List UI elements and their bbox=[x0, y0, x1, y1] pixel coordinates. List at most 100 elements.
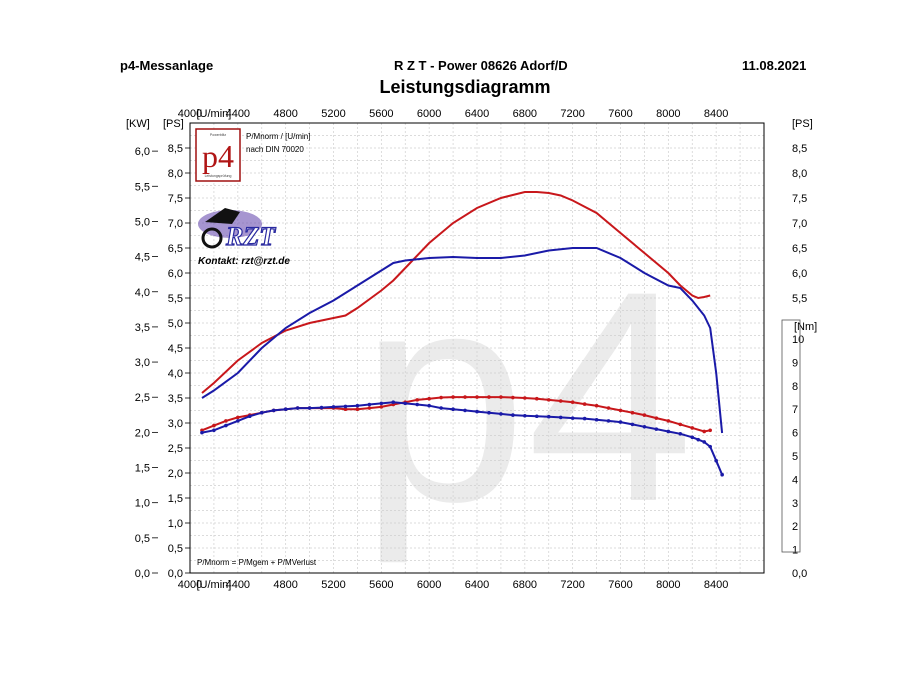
grid bbox=[189, 122, 765, 574]
torque-point bbox=[463, 408, 467, 413]
torque-point bbox=[236, 415, 240, 420]
p4-logo-text: p4 bbox=[202, 138, 234, 174]
torque-point bbox=[702, 440, 707, 444]
contact-text: Kontakt: rzt@rzt.de bbox=[198, 256, 290, 267]
p4-logo: Powerblitz p4 Leistungsprüfung bbox=[195, 128, 241, 182]
header-left: p4-Messanlage bbox=[120, 58, 214, 73]
torque-point bbox=[654, 416, 659, 420]
right-nm-tick-label: 7 bbox=[792, 404, 798, 416]
p4-logo-bottom: Leistungsprüfung bbox=[205, 174, 232, 178]
torque-point bbox=[475, 395, 479, 399]
right-nm-tick-label: 9 bbox=[792, 357, 798, 369]
torque-point bbox=[331, 405, 336, 409]
torque-point bbox=[666, 429, 671, 434]
torque-point bbox=[343, 407, 348, 412]
kw-axis-label: [KW] bbox=[126, 118, 150, 130]
torque-axis-box bbox=[781, 319, 801, 553]
x-tick-label-top: 6400 bbox=[465, 108, 489, 120]
right-ps-tick-label: 6,0 bbox=[792, 268, 807, 280]
torque-point bbox=[594, 417, 599, 422]
x-tick-label-bottom: 6000 bbox=[417, 579, 441, 591]
watermark-text: p4 bbox=[360, 228, 694, 566]
torque-point bbox=[499, 395, 503, 399]
torque-point bbox=[271, 408, 276, 413]
kw-tick-label: 5,0 bbox=[135, 216, 150, 228]
torque-point bbox=[212, 428, 216, 433]
x-tick-label-bottom: 7200 bbox=[560, 579, 584, 591]
torque-point bbox=[391, 400, 396, 405]
torque-point bbox=[200, 430, 204, 435]
ps-tick-label: 5,0 bbox=[168, 318, 183, 330]
torque-point bbox=[259, 410, 264, 415]
kw-tick-label: 6,0 bbox=[135, 146, 150, 158]
kw-tick-label: 2,0 bbox=[135, 427, 150, 439]
x-tick-label-top: 6800 bbox=[513, 108, 537, 120]
rzt-text: RZT bbox=[225, 222, 276, 251]
torque-point bbox=[487, 395, 491, 399]
ps-tick-label: 2,0 bbox=[168, 468, 183, 480]
kw-tick-label: 0,5 bbox=[135, 533, 150, 545]
right-ps-tick-label: 6,5 bbox=[792, 243, 807, 255]
torque-point bbox=[720, 472, 724, 477]
x-tick-label-top: 4000 bbox=[178, 108, 202, 120]
chart-title: Leistungsdiagramm bbox=[379, 77, 551, 97]
right-ps-tick-label: 8,5 bbox=[792, 143, 807, 155]
torque-point bbox=[582, 416, 587, 421]
note-line2: nach DIN 70020 bbox=[246, 145, 304, 154]
ps-tick-label: 1,5 bbox=[168, 493, 183, 505]
x-tick-label-top: 7600 bbox=[608, 108, 632, 120]
axes: 4000400044004400480048005200520056005600… bbox=[126, 108, 817, 591]
x-tick-label-top: 5600 bbox=[369, 108, 393, 120]
x-tick-label-bottom: 7600 bbox=[608, 579, 632, 591]
ps-tick-label: 2,5 bbox=[168, 443, 183, 455]
torque-point bbox=[511, 395, 515, 400]
torque-point bbox=[355, 407, 360, 412]
torque-point bbox=[499, 412, 503, 416]
ps-tick-label: 3,0 bbox=[168, 418, 183, 430]
torque-point bbox=[558, 415, 563, 420]
torque-point bbox=[427, 396, 431, 401]
torque-point bbox=[415, 398, 420, 402]
x-axis-unit-bottom: [U/min] bbox=[196, 579, 231, 591]
torque-point bbox=[606, 406, 611, 410]
ps-tick-label: 4,0 bbox=[168, 368, 183, 380]
header-date: 11.08.2021 bbox=[742, 58, 806, 73]
torque-point bbox=[212, 423, 216, 428]
torque-point bbox=[343, 404, 348, 409]
kw-tick-label: 1,0 bbox=[135, 498, 150, 510]
right-nm-tick-label: 5 bbox=[792, 451, 798, 463]
torque-point bbox=[582, 402, 587, 406]
x-tick-label-bottom: 4000 bbox=[178, 579, 202, 591]
kw-tick-label: 3,5 bbox=[135, 322, 150, 334]
torque-point bbox=[523, 396, 527, 400]
ps-tick-label: 7,5 bbox=[168, 193, 183, 205]
right-nm-tick-label: 4 bbox=[792, 474, 798, 486]
torque-point bbox=[630, 422, 635, 427]
kw-tick-label: 5,5 bbox=[135, 181, 150, 193]
kw-tick-label: 4,0 bbox=[135, 287, 150, 299]
torque-point bbox=[439, 395, 443, 400]
right-ps-tick-label: 7,5 bbox=[792, 193, 807, 205]
ps-tick-label: 4,5 bbox=[168, 343, 183, 355]
ps-tick-label: 7,0 bbox=[168, 218, 183, 230]
torque-point bbox=[224, 419, 228, 423]
x-tick-label-bottom: 5200 bbox=[321, 579, 345, 591]
ps-tick-label: 8,5 bbox=[168, 143, 183, 155]
torque-point bbox=[546, 398, 551, 402]
torque-point bbox=[523, 413, 527, 418]
kw-tick-label: 4,5 bbox=[135, 252, 150, 264]
torque-point bbox=[224, 423, 228, 428]
right-ps-tick-label: 5,5 bbox=[792, 293, 807, 305]
torque-point bbox=[415, 402, 420, 407]
kw-tick-label: 0,0 bbox=[135, 568, 150, 580]
x-tick-label-bottom: 4800 bbox=[273, 579, 297, 591]
rider-icon bbox=[205, 208, 240, 224]
ps-tick-label: 0,5 bbox=[168, 543, 183, 555]
torque-point bbox=[451, 395, 455, 399]
torque-point bbox=[379, 401, 384, 406]
p4-logo-frame bbox=[195, 128, 241, 182]
x-tick-label-top: 7200 bbox=[560, 108, 584, 120]
ps-tick-label: 6,0 bbox=[168, 268, 183, 280]
right-nm-tick-label: 1 bbox=[792, 545, 798, 557]
